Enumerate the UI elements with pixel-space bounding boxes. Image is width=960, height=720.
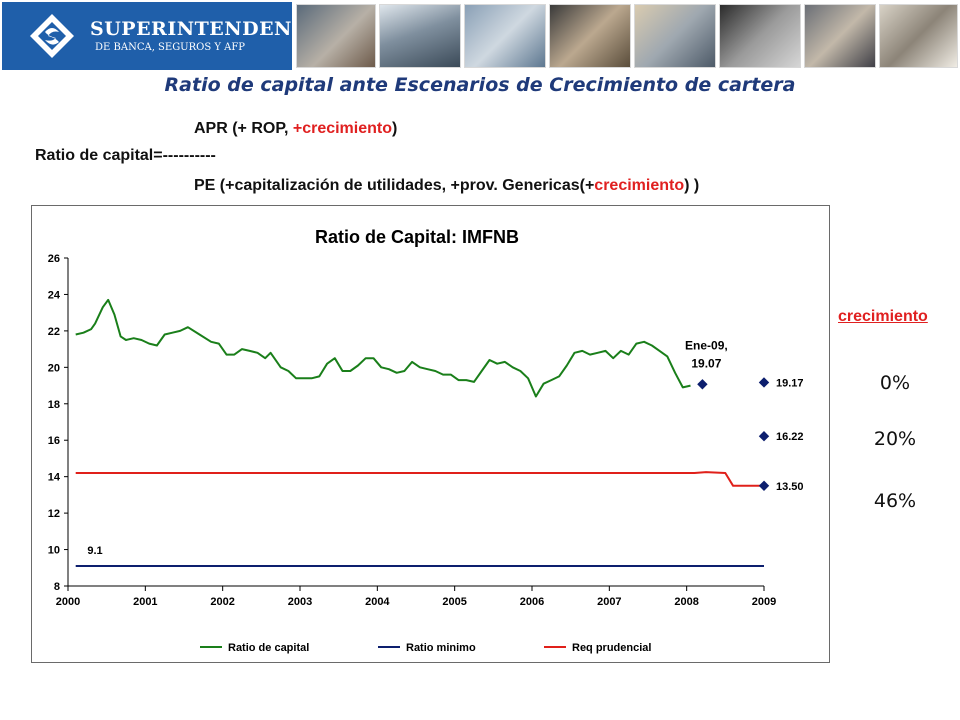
formula-numerator-growth: +crecimiento <box>292 120 392 137</box>
projection-marker <box>758 377 770 388</box>
formula-numerator: APR (+ ROP, +crecimiento) <box>194 120 397 138</box>
series-req-prudencial-line <box>75 471 764 487</box>
chart: Ratio de Capital: IMFNB 8 10 12 14 16 18 20 22 24… <box>31 205 830 663</box>
logo-title: SUPERINTENDENCIA <box>90 18 333 40</box>
ene-09-label: Ene-09, <box>685 338 728 352</box>
y-tick-label: 14 <box>48 472 61 484</box>
legend-ratio-capital-label: Ratio de capital <box>228 642 309 654</box>
x-tick-label: 2001 <box>133 596 157 608</box>
x-tick-label: 2006 <box>520 596 544 608</box>
y-tick-label: 26 <box>48 253 60 265</box>
banner-photo <box>804 4 876 68</box>
projection-label: 16.22 <box>776 431 804 443</box>
header-banner: SUPERINTENDENCIA DE BANCA, SEGUROS Y AFP <box>0 0 960 72</box>
x-tick-label: 2005 <box>442 596 466 608</box>
y-tick-label: 8 <box>54 581 60 593</box>
logo: SUPERINTENDENCIA DE BANCA, SEGUROS Y AFP <box>2 2 332 70</box>
logo-emblem-icon <box>30 14 74 58</box>
y-tick-label: 24 <box>48 289 61 301</box>
banner-photo <box>379 4 461 68</box>
x-tick-label: 2000 <box>56 596 80 608</box>
x-tick-label: 2003 <box>288 596 312 608</box>
x-tick-label: 2004 <box>365 596 390 608</box>
x-tick-label: 2008 <box>674 596 698 608</box>
banner-photo <box>296 4 376 68</box>
growth-value: 46% <box>873 490 917 512</box>
formula-numerator-c: ) <box>392 120 398 137</box>
growth-value: 20% <box>873 428 917 450</box>
projection-label: 13.50 <box>776 481 804 493</box>
chart-svg: Ratio de Capital: IMFNB 8 10 12 14 16 18 20 22 24… <box>48 227 804 654</box>
legend-ratio-minimo-label: Ratio minimo <box>406 642 476 654</box>
y-tick-label: 22 <box>48 326 60 338</box>
banner-photo <box>719 4 801 68</box>
y-tick-label: 10 <box>48 545 60 557</box>
x-tick-label: 2002 <box>210 596 234 608</box>
banner-photo <box>549 4 631 68</box>
formula-denominator-c: ) ) <box>684 177 700 194</box>
formula-denominator-growth: crecimiento <box>594 177 685 194</box>
growth-value: 0% <box>879 372 911 394</box>
banner-photo <box>634 4 716 68</box>
chart-title: Ratio de Capital: IMFNB <box>315 227 519 247</box>
formula-lhs: Ratio de capital=---------- <box>35 147 216 164</box>
legend-req-prudencial-label: Req prudencial <box>572 642 651 654</box>
ratio-minimo-label: 9.1 <box>87 545 102 557</box>
projection-marker <box>758 431 770 442</box>
y-tick-label: 20 <box>48 362 60 374</box>
formula-numerator-a: APR (+ ROP, <box>194 120 293 137</box>
banner-photo <box>879 4 958 68</box>
x-tick-label: 2007 <box>597 596 621 608</box>
series-ratio-capital-line <box>75 298 691 398</box>
banner-photo <box>464 4 546 68</box>
projection-label: 19.17 <box>776 377 804 389</box>
y-tick-label: 12 <box>48 508 60 520</box>
formula-denominator-a: PE (+capitalización de utilidades, +prov… <box>194 177 595 194</box>
logo-subtitle: DE BANCA, SEGUROS Y AFP <box>95 42 246 53</box>
formula-denominator: PE (+capitalización de utilidades, +prov… <box>194 177 699 195</box>
page-title: Ratio de capital ante Escenarios de Crec… <box>164 74 796 96</box>
y-tick-label: 16 <box>48 435 60 447</box>
growth-header: crecimiento <box>838 308 928 325</box>
projection-marker <box>758 480 770 491</box>
y-tick-label: 18 <box>48 399 60 411</box>
ene-09-value-label: 19.07 <box>691 356 721 370</box>
ene-09-marker <box>697 379 708 390</box>
x-tick-label: 2009 <box>752 596 776 608</box>
